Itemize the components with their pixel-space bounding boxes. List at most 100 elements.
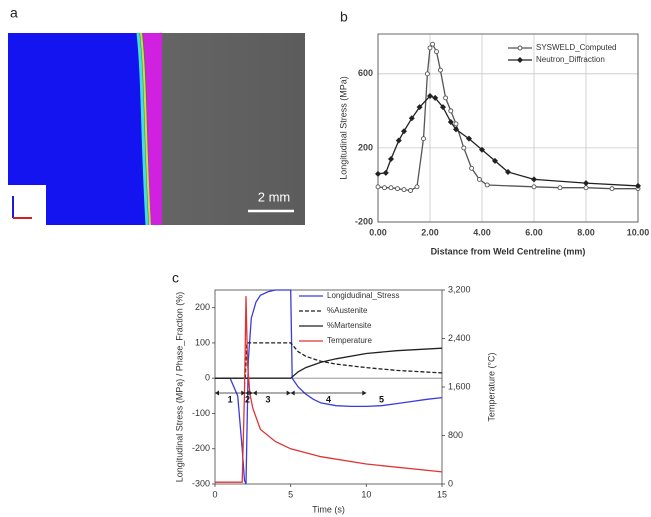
x-tick-label: 4.00: [473, 227, 491, 237]
data-point: [375, 170, 381, 177]
data-point: [430, 41, 436, 47]
scale-bar-label: 2 mm: [258, 189, 291, 204]
data-point: [609, 186, 615, 192]
data-point: [531, 184, 537, 190]
data-point: [492, 157, 498, 164]
y2-tick-label: 3,200: [448, 284, 471, 294]
x-tick-label: 10: [361, 489, 371, 499]
data-point: [408, 115, 415, 122]
legend-label: %Martensite: [327, 321, 372, 330]
phase-label: 2: [245, 394, 250, 404]
x-tick-label: 2.00: [421, 227, 439, 237]
data-point: [461, 145, 467, 151]
x-tick-label: 10.00: [627, 227, 650, 237]
y-tick-label: 100: [195, 337, 210, 347]
plot-frame: [377, 33, 639, 223]
y2-tick-label: 800: [448, 430, 463, 440]
legend-marker: [517, 45, 523, 51]
data-point: [635, 182, 641, 189]
y2-tick-label: 1,600: [448, 381, 471, 391]
data-point: [440, 104, 446, 111]
x-tick-label: 15: [437, 489, 447, 499]
x-tick-label: 0.00: [369, 227, 387, 237]
data-point: [484, 182, 490, 188]
phase-label: 3: [265, 394, 270, 404]
series-line: [215, 289, 443, 485]
x-tick-label: 0: [212, 489, 217, 499]
simulation-region: [8, 33, 147, 225]
y-tick-label: 200: [358, 142, 373, 152]
plot-frame: [214, 289, 443, 485]
data-point: [382, 169, 389, 176]
data-point: [505, 168, 511, 175]
data-point: [427, 93, 433, 100]
boundary: [140, 32, 151, 226]
data-point: [395, 186, 400, 192]
arrow-head: [252, 390, 291, 396]
data-point: [401, 128, 407, 135]
data-point: [427, 45, 433, 51]
data-point: [414, 184, 420, 190]
x-tick-label: 5: [288, 489, 293, 499]
micrograph-panel: a 2 mm: [8, 5, 305, 226]
data-point: [401, 187, 407, 193]
data-point: [408, 188, 413, 193]
y-tick-label: 600: [358, 68, 373, 78]
chart: b 0.00 2.00 4.00 6.00 8.00 10.00 -200 200 600 Dist…: [338, 9, 649, 257]
panel-label: c: [172, 270, 179, 286]
data-point: [453, 121, 459, 127]
data-point: [557, 185, 563, 191]
data-point: [432, 94, 439, 101]
legend-label: Longidudinal_Stress: [327, 291, 400, 300]
y2-tick-label: 0: [448, 478, 453, 488]
legend-label: %Austenite: [327, 306, 368, 315]
boundary: [136, 32, 149, 226]
legend-label: SYSWELD_Computed: [536, 43, 616, 52]
x-tick-label: 6.00: [525, 227, 543, 237]
data-point: [382, 185, 387, 191]
panel-label: a: [10, 5, 18, 21]
series-line: [215, 342, 443, 379]
data-point: [469, 165, 475, 171]
data-point: [443, 95, 449, 101]
x-axis-label: Time (s): [312, 504, 345, 514]
data-point: [531, 176, 537, 183]
data-point: [395, 137, 402, 144]
phase-label: 4: [326, 394, 331, 404]
panel-label: b: [340, 9, 348, 25]
phase-label: 1: [228, 394, 233, 404]
y2-axis-label: Temperature (°C): [486, 352, 496, 421]
data-point: [466, 135, 472, 142]
y-tick-label: -200: [355, 216, 373, 226]
data-point: [583, 185, 589, 191]
y-tick-label: -200: [192, 443, 210, 453]
y-tick-label: -300: [192, 478, 210, 488]
data-point: [453, 126, 459, 133]
y-axis-label: Longitudinal Stress (MPa): [338, 76, 348, 180]
fusion-zone: [143, 33, 162, 225]
data-point: [447, 118, 454, 125]
y-tick-label: -100: [192, 408, 210, 418]
legend-marker: [517, 57, 523, 63]
data-point: [388, 185, 394, 191]
data-point: [424, 71, 430, 77]
x-axis-label: Distance from Weld Centreline (mm): [431, 246, 586, 256]
arrow-head: [245, 390, 253, 396]
legend-label: Temperature: [327, 336, 372, 345]
data-point: [388, 156, 394, 163]
data-point: [434, 49, 439, 55]
series-line: [215, 347, 443, 379]
y-tick-label: 0: [205, 373, 210, 383]
data-point: [416, 104, 423, 111]
data-point: [437, 67, 443, 73]
data-point: [448, 108, 454, 114]
phase-label: 5: [379, 394, 384, 404]
data-point: [375, 184, 381, 190]
chart: c0 5 10 15-300-200-100010020008001,6002,400…: [172, 270, 496, 515]
y-axis-label: Longitudinal Stress (MPa) / Phase_Fracti…: [174, 292, 184, 483]
data-point: [421, 136, 426, 142]
data-point: [476, 176, 482, 182]
y2-tick-label: 2,400: [448, 333, 471, 343]
series-line: [377, 42, 638, 192]
